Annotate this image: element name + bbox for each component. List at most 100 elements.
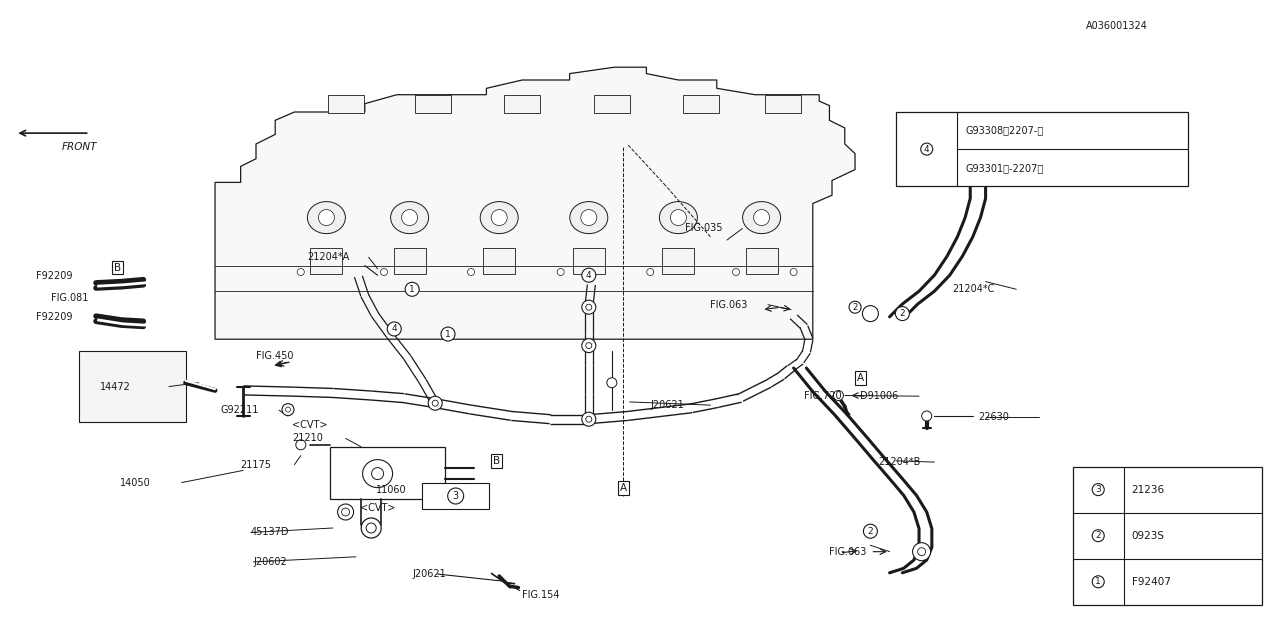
Text: FIG.035: FIG.035 (685, 223, 722, 234)
Text: FIG.450: FIG.450 (256, 351, 293, 362)
Bar (504, 95, 540, 113)
Circle shape (956, 139, 969, 153)
Text: 4: 4 (392, 324, 397, 333)
Ellipse shape (570, 202, 608, 234)
Circle shape (913, 543, 931, 561)
Circle shape (586, 416, 591, 422)
Text: 2: 2 (868, 527, 873, 536)
Text: A: A (620, 483, 627, 493)
Circle shape (380, 269, 388, 275)
Circle shape (582, 412, 595, 426)
Circle shape (448, 488, 463, 504)
Ellipse shape (307, 202, 346, 234)
Bar (745, 248, 777, 275)
Polygon shape (79, 351, 186, 422)
Bar (415, 95, 451, 113)
Text: G93301＜-2207＞: G93301＜-2207＞ (965, 163, 1043, 173)
Circle shape (1092, 530, 1105, 541)
Text: 11060: 11060 (376, 485, 407, 495)
Text: FIG.063: FIG.063 (829, 547, 867, 557)
Text: B: B (114, 262, 122, 273)
Text: F92407: F92407 (1132, 577, 1170, 587)
Circle shape (388, 322, 401, 336)
Ellipse shape (742, 202, 781, 234)
Text: 2: 2 (1096, 531, 1101, 540)
Text: J20621: J20621 (650, 400, 684, 410)
Circle shape (896, 307, 909, 321)
Circle shape (297, 269, 305, 275)
Text: 0923S: 0923S (1132, 531, 1165, 541)
Circle shape (864, 524, 877, 538)
Bar (663, 248, 695, 275)
Text: 21204*B: 21204*B (878, 457, 920, 467)
Text: A036001324: A036001324 (1085, 20, 1147, 31)
Circle shape (671, 209, 686, 226)
Circle shape (285, 407, 291, 412)
Bar (896, 112, 1188, 186)
Circle shape (366, 523, 376, 533)
Text: A: A (856, 373, 864, 383)
Circle shape (646, 269, 654, 275)
Circle shape (607, 378, 617, 388)
Text: 21204*C: 21204*C (952, 284, 995, 294)
Circle shape (732, 269, 740, 275)
Circle shape (754, 209, 769, 226)
Circle shape (849, 301, 861, 313)
Bar (310, 248, 343, 275)
Bar (765, 95, 801, 113)
Text: B: B (493, 456, 500, 466)
Text: FIG.063: FIG.063 (710, 300, 748, 310)
Circle shape (406, 282, 419, 296)
Text: 3: 3 (453, 491, 458, 501)
Circle shape (492, 209, 507, 226)
Circle shape (557, 269, 564, 275)
Bar (422, 483, 489, 509)
Text: FIG.154: FIG.154 (522, 590, 559, 600)
Circle shape (581, 209, 596, 226)
Bar (330, 447, 445, 499)
Text: 3: 3 (1096, 485, 1101, 494)
Text: 1: 1 (410, 285, 415, 294)
Circle shape (582, 300, 595, 314)
Text: F92209: F92209 (36, 312, 73, 323)
Text: J20621: J20621 (412, 569, 445, 579)
Text: 14050: 14050 (120, 477, 151, 488)
Text: 1: 1 (445, 330, 451, 339)
Ellipse shape (362, 460, 393, 488)
Circle shape (918, 548, 925, 556)
Text: 14472: 14472 (100, 381, 131, 392)
Text: D91006: D91006 (860, 391, 899, 401)
Text: FIG.720: FIG.720 (804, 391, 841, 401)
Text: 1: 1 (1096, 577, 1101, 586)
Circle shape (920, 143, 933, 155)
Circle shape (442, 327, 454, 341)
Text: FIG.081: FIG.081 (51, 292, 88, 303)
Ellipse shape (659, 202, 698, 234)
Bar (484, 248, 516, 275)
Circle shape (342, 508, 349, 516)
Circle shape (582, 339, 595, 353)
Circle shape (429, 396, 442, 410)
Circle shape (586, 342, 591, 349)
Circle shape (433, 400, 438, 406)
Circle shape (371, 468, 384, 479)
Text: 21204*A: 21204*A (307, 252, 349, 262)
Text: 21236: 21236 (1132, 484, 1165, 495)
Bar (573, 248, 605, 275)
Circle shape (319, 209, 334, 226)
Circle shape (282, 404, 294, 415)
Text: 21175: 21175 (241, 460, 271, 470)
Circle shape (586, 304, 591, 310)
Circle shape (922, 411, 932, 421)
Circle shape (361, 518, 381, 538)
Circle shape (790, 269, 797, 275)
Polygon shape (215, 67, 855, 339)
Text: <CVT>: <CVT> (360, 502, 396, 513)
Circle shape (833, 390, 844, 401)
Circle shape (296, 440, 306, 450)
Text: 4: 4 (586, 271, 591, 280)
Ellipse shape (480, 202, 518, 234)
Bar (684, 95, 719, 113)
Text: 45137D: 45137D (251, 527, 289, 538)
Bar (1073, 467, 1262, 605)
